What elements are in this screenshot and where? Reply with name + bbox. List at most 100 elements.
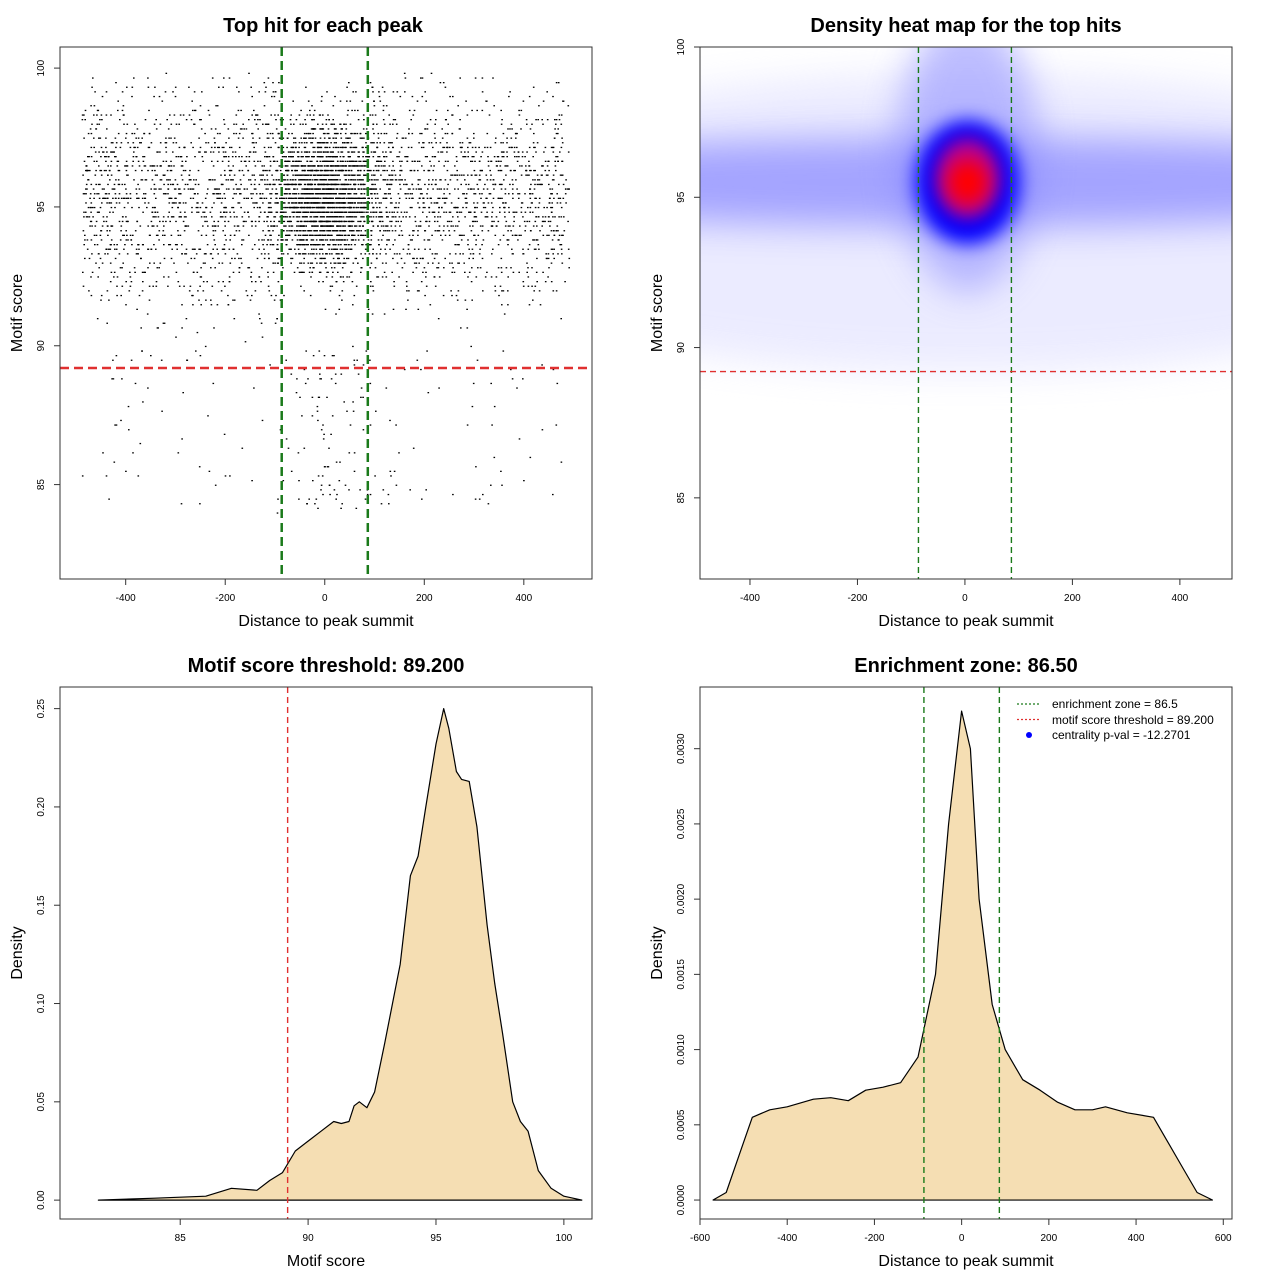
scatter-point <box>327 206 330 209</box>
scatter-point <box>454 244 456 246</box>
scatter-point <box>353 452 356 454</box>
scatter-point <box>481 109 484 112</box>
scatter-point <box>369 359 371 361</box>
scatter-point <box>479 179 482 181</box>
scatter-point <box>491 211 494 213</box>
scatter-point <box>267 253 270 255</box>
scatter-point <box>261 179 264 181</box>
scatter-point <box>233 193 236 195</box>
scatter-point <box>313 146 316 149</box>
scatter-point <box>128 429 130 431</box>
scatter-point <box>551 146 554 149</box>
scatter-point <box>137 253 139 255</box>
scatter-point <box>389 179 392 181</box>
scatter-point <box>528 304 531 306</box>
scatter-point <box>393 470 396 472</box>
scatter-point <box>286 206 289 209</box>
scatter-point <box>409 489 411 491</box>
scatter-point <box>241 239 243 241</box>
scatter-point <box>377 137 380 139</box>
scatter-point <box>372 285 374 287</box>
scatter-point <box>381 262 384 264</box>
scatter-point <box>224 197 226 199</box>
scatter-point <box>179 193 181 195</box>
scatter-point <box>354 239 357 241</box>
scatter-point <box>307 230 310 232</box>
scatter-point <box>204 151 206 153</box>
scatter-point <box>362 160 365 162</box>
scatter-point <box>269 132 272 135</box>
scatter-point <box>180 503 183 505</box>
scatter-point <box>346 410 348 412</box>
scatter-point <box>546 91 548 93</box>
scatter-point <box>90 183 93 186</box>
scatter-point <box>378 206 381 209</box>
scatter-point <box>353 174 355 176</box>
scatter-point <box>194 248 196 250</box>
scatter-point <box>357 169 359 172</box>
scatter-point <box>235 123 238 125</box>
scatter-point <box>533 239 535 241</box>
scatter-point <box>300 220 302 223</box>
scatter-point <box>377 132 380 135</box>
scatter-point <box>428 206 431 209</box>
scatter-point <box>432 179 434 181</box>
scatter-point <box>348 234 350 236</box>
scatter-point <box>501 183 503 186</box>
scatter-point <box>387 193 390 195</box>
scatter-point <box>201 156 204 158</box>
scatter-point <box>295 392 298 394</box>
scatter-point <box>82 193 85 195</box>
scatter-point <box>545 174 548 176</box>
scatter-point <box>398 179 400 181</box>
scatter-point <box>294 165 296 167</box>
scatter-point <box>253 142 255 144</box>
scatter-point <box>227 156 230 158</box>
scatter-point <box>199 119 201 121</box>
scatter-point <box>545 253 547 255</box>
scatter-point <box>535 271 538 273</box>
scatter-point <box>308 220 311 223</box>
scatter-point <box>376 193 379 195</box>
scatter-point <box>556 225 559 227</box>
scatter-point <box>529 169 531 172</box>
scatter-point <box>135 188 138 190</box>
scatter-point <box>379 188 381 190</box>
scatter-point <box>284 183 287 186</box>
scatter-point <box>96 114 98 116</box>
scatter-point <box>551 202 553 204</box>
scatter-point <box>212 151 215 153</box>
scatter-point <box>113 183 116 186</box>
scatter-point <box>332 151 334 153</box>
scatter-point <box>254 165 257 167</box>
scatter-point <box>370 216 372 218</box>
scatter-point <box>346 86 348 88</box>
scatter-point <box>386 230 389 232</box>
scatter-point <box>217 253 219 255</box>
scatter-point <box>428 179 430 181</box>
scatter-point <box>365 128 368 130</box>
scatter-point <box>396 262 399 264</box>
scatter-point <box>364 174 367 176</box>
scatter-point <box>467 174 469 176</box>
scatter-point <box>119 146 122 149</box>
scatter-point <box>188 114 191 116</box>
scatter-point <box>349 100 352 102</box>
scatter-point <box>524 211 527 213</box>
scatter-point <box>426 128 429 130</box>
scatter-point <box>235 114 238 116</box>
scatter-point <box>141 137 143 139</box>
scatter-point <box>508 193 510 195</box>
scatter-point <box>325 165 328 167</box>
scatter-point <box>320 489 322 491</box>
scatter-point <box>450 202 453 204</box>
scatter-point <box>335 146 338 149</box>
scatter-point <box>268 206 271 209</box>
scatter-point <box>267 146 270 149</box>
scatter-point <box>311 160 313 162</box>
scatter-point <box>391 142 393 144</box>
scatter-point <box>313 225 315 227</box>
scatter-point <box>141 179 144 181</box>
scatter-point <box>269 160 272 162</box>
scatter-point <box>266 183 268 186</box>
